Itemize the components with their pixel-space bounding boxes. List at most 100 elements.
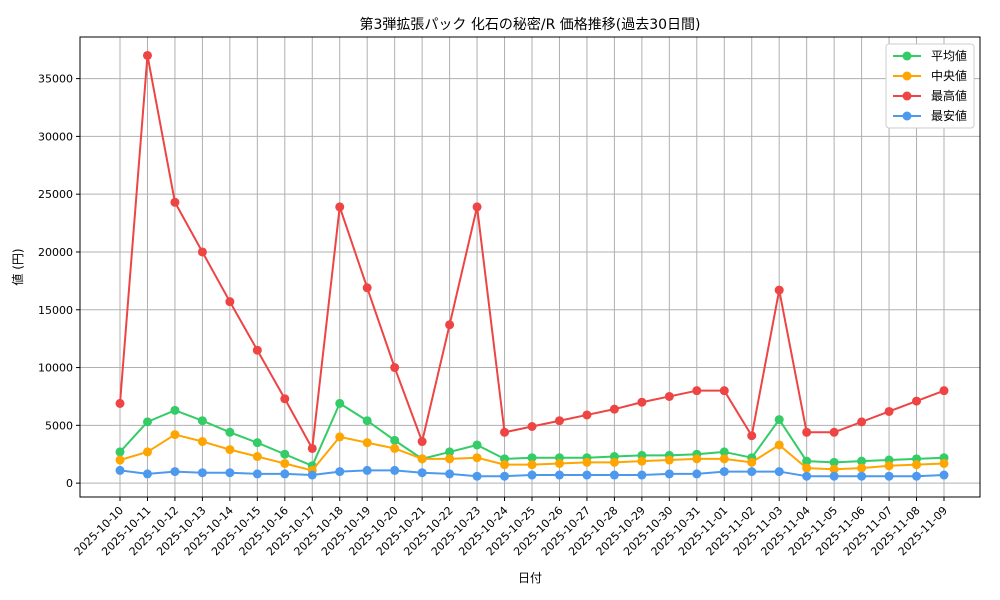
data-point [500,460,510,470]
data-point [390,465,400,475]
data-point [829,464,839,474]
legend-box [885,43,975,129]
data-point [472,202,482,212]
data-point [390,435,400,445]
data-point [637,470,647,480]
series-中央値 [115,430,949,475]
data-point [252,345,262,355]
data-point [747,467,757,477]
data-point [362,438,372,448]
data-point [445,320,455,330]
data-point [225,297,235,307]
data-point [197,468,207,478]
data-point [445,447,455,457]
y-tick-label: 5000 [45,419,73,432]
data-point [280,394,290,404]
data-point [637,456,647,466]
data-point [390,363,400,373]
data-point [554,416,564,426]
data-point [417,437,427,447]
data-point [912,471,922,481]
data-point [142,447,152,457]
data-point [170,467,180,477]
x-axis-label: 日付 [518,571,542,585]
data-point [142,469,152,479]
plot-frame [79,36,981,498]
data-point [335,202,345,212]
data-point [829,427,839,437]
data-point [445,454,455,464]
series-lines [115,50,949,481]
data-point [307,443,317,453]
data-point [252,438,262,448]
data-point [280,469,290,479]
data-point [857,463,867,473]
data-point [664,469,674,479]
series-最安値 [115,465,949,481]
data-point [774,467,784,477]
data-point [912,396,922,406]
data-point [719,454,729,464]
legend-swatch-marker [902,51,912,61]
data-point [527,421,537,431]
data-point [802,456,812,466]
data-point [582,457,592,467]
y-tick-label: 15000 [38,304,73,317]
legend-label: 最高値 [931,88,967,103]
y-tick-label: 35000 [38,73,73,86]
data-point [692,454,702,464]
data-point [500,471,510,481]
data-point [335,398,345,408]
data-point [445,469,455,479]
data-point [747,431,757,441]
data-point [225,445,235,455]
data-point [582,410,592,420]
data-point [582,470,592,480]
data-point [692,469,702,479]
data-point [115,398,125,408]
data-point [142,417,152,427]
data-point [527,470,537,480]
data-point [417,468,427,478]
data-point [747,457,757,467]
data-point [857,471,867,481]
y-axis-ticks: 0 5000 10000 15000 20000 25000 30000 35000 [38,73,80,490]
data-point [252,452,262,462]
data-point [500,427,510,437]
data-point [142,50,152,60]
data-point [115,465,125,475]
data-point [857,456,867,466]
legend-label: 中央値 [931,68,967,83]
data-point [527,460,537,470]
data-point [335,467,345,477]
data-point [664,455,674,465]
data-point [170,430,180,440]
data-point [719,386,729,396]
data-point [115,447,125,457]
legend-swatch-marker [902,111,912,121]
data-point [692,386,702,396]
data-point [802,471,812,481]
data-point [225,427,235,437]
data-point [417,454,427,464]
data-point [472,471,482,481]
data-point [884,406,894,416]
data-point [609,404,619,414]
data-point [280,449,290,459]
data-point [335,432,345,442]
legend-swatch-marker [902,71,912,81]
data-point [802,463,812,473]
data-point [225,468,235,478]
chart-title: 第3弾拡張パック 化石の秘密/R 価格推移(過去30日間) [360,16,701,33]
data-point [197,247,207,257]
data-point [939,470,949,480]
data-point [939,458,949,468]
data-point [362,283,372,293]
data-point [939,386,949,396]
data-point [307,470,317,480]
data-point [719,467,729,477]
data-point [719,447,729,457]
data-point [115,455,125,465]
